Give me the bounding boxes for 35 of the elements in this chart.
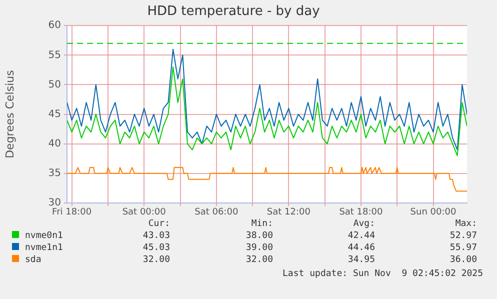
- text: 36.00: [448, 254, 477, 266]
- x-tick-label: Sat 18:00: [339, 208, 384, 218]
- text: 45.03: [142, 242, 170, 254]
- y-tick-label: 35: [48, 168, 61, 180]
- text: Cur:: [147, 218, 170, 230]
- text: 55.97: [448, 242, 477, 254]
- text: Avg:: [352, 218, 375, 230]
- y-tick-label: 30: [48, 198, 61, 209]
- text: 42.44: [346, 230, 375, 242]
- x-tick-label: Sat 12:00: [266, 208, 311, 218]
- y-tick-label: 45: [48, 108, 61, 120]
- text: Min:: [250, 218, 273, 230]
- legend-label: sda: [24, 254, 42, 266]
- x-tick-label: Sat 00:00: [122, 208, 166, 218]
- x-tick-label: Sun 00:00: [410, 208, 456, 218]
- x-tick-label: Sat 06:00: [194, 208, 238, 218]
- text: 34.95: [346, 254, 375, 266]
- legend-label: nvme1n1: [24, 242, 64, 254]
- text: 44.46: [346, 242, 375, 254]
- text: 32.00: [244, 254, 273, 266]
- y-axis-title: Degrees Celsius: [3, 70, 16, 158]
- text: 52.97: [448, 230, 477, 242]
- text: 43.03: [142, 230, 170, 242]
- y-tick-label: 50: [48, 79, 61, 90]
- text: 39.00: [244, 242, 273, 254]
- text: 32.00: [142, 254, 170, 266]
- x-tick-label: Fri 18:00: [52, 208, 92, 218]
- y-tick-label: 60: [48, 20, 61, 32]
- chart-title: HDD temperature - by day: [147, 4, 320, 20]
- legend-label: nvme0n1: [24, 230, 64, 242]
- text: 38.00: [244, 230, 273, 242]
- y-tick-label: 55: [48, 50, 61, 61]
- y-tick-label: 40: [48, 138, 61, 150]
- text: Max:: [454, 218, 477, 230]
- text: Last update: Sun Nov 9 02:45:02 2025: [282, 269, 483, 279]
